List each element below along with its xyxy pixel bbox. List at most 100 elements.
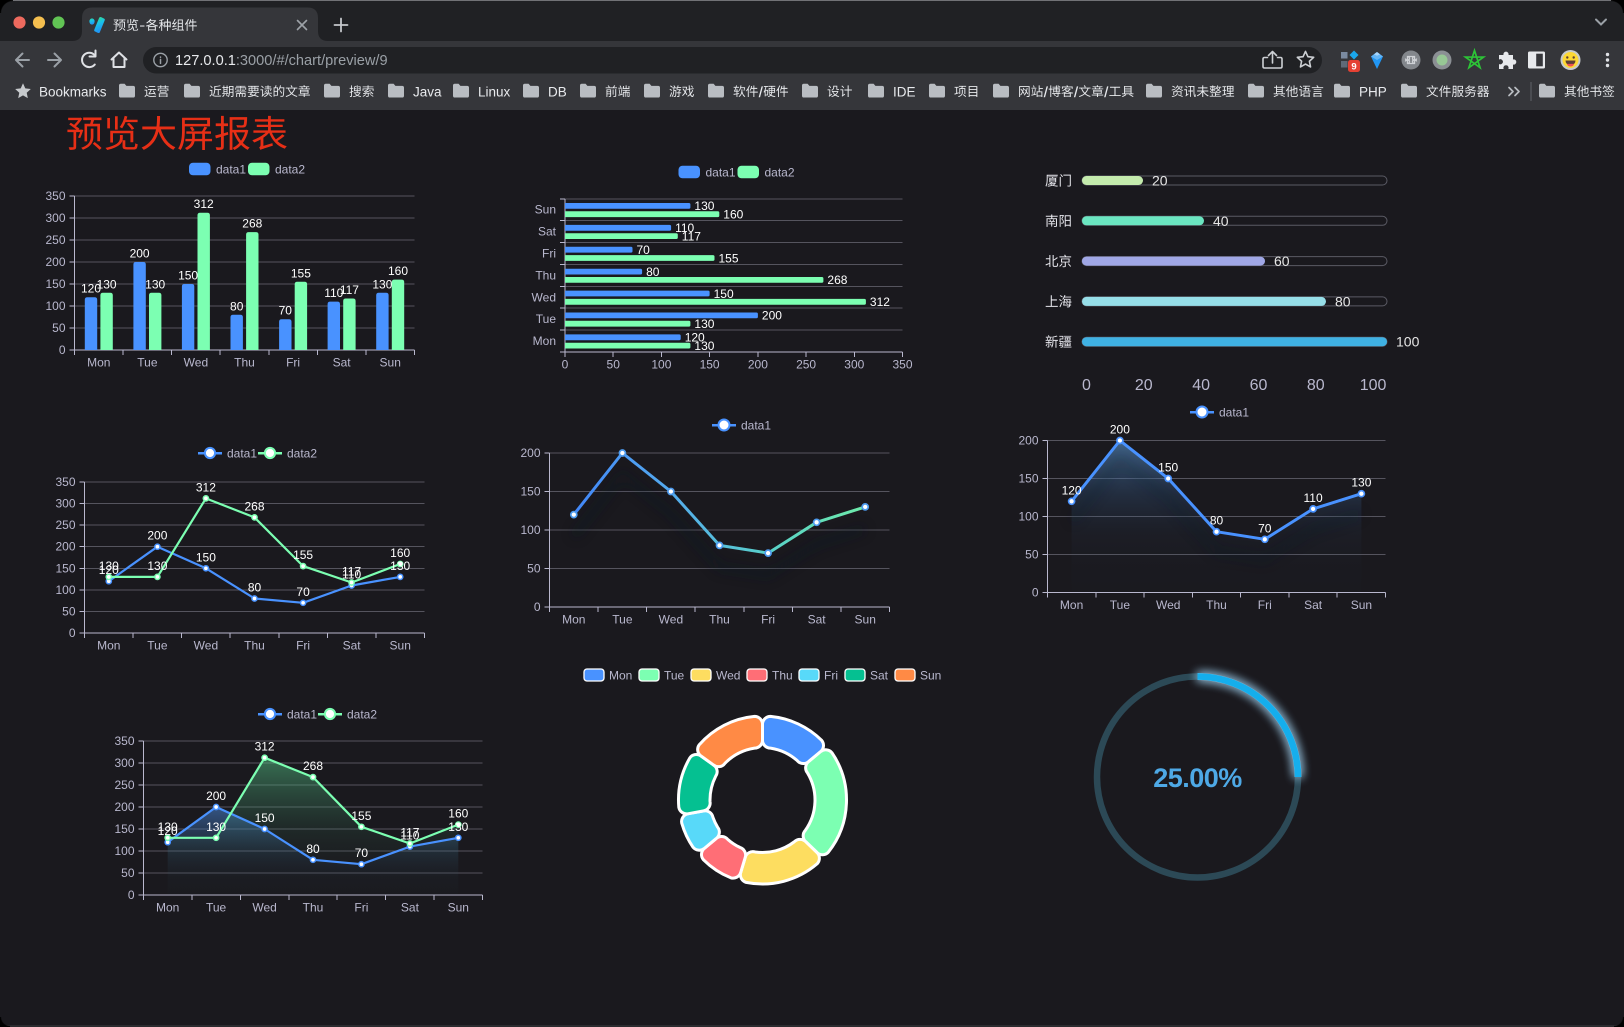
svg-text:Sat: Sat bbox=[538, 225, 557, 239]
svg-text:Fri: Fri bbox=[761, 613, 775, 627]
svg-text:Sat: Sat bbox=[870, 669, 889, 683]
svg-text:0: 0 bbox=[534, 600, 541, 614]
svg-text:Sun: Sun bbox=[855, 613, 876, 627]
svg-text:Thu: Thu bbox=[772, 669, 793, 683]
svg-text:250: 250 bbox=[796, 358, 816, 372]
svg-text:200: 200 bbox=[1110, 423, 1130, 437]
svg-text:200: 200 bbox=[114, 800, 134, 814]
svg-text:70: 70 bbox=[296, 585, 310, 599]
svg-text:200: 200 bbox=[45, 255, 65, 269]
svg-text:Linux: Linux bbox=[478, 84, 511, 99]
svg-text:Thu: Thu bbox=[1206, 598, 1227, 612]
svg-text:155: 155 bbox=[719, 251, 739, 265]
svg-text:130: 130 bbox=[97, 277, 117, 291]
svg-text:Sun: Sun bbox=[535, 203, 556, 217]
svg-text:130: 130 bbox=[145, 277, 165, 291]
svg-text:Mon: Mon bbox=[97, 639, 120, 653]
svg-text:80: 80 bbox=[1307, 377, 1325, 394]
svg-text:Tue: Tue bbox=[612, 613, 633, 627]
svg-text:40: 40 bbox=[1192, 377, 1210, 394]
svg-text:160: 160 bbox=[448, 807, 468, 821]
svg-text:312: 312 bbox=[194, 197, 214, 211]
svg-text:Tue: Tue bbox=[1110, 598, 1131, 612]
svg-text:200: 200 bbox=[748, 358, 768, 372]
svg-text:80: 80 bbox=[1335, 293, 1351, 309]
svg-text:100: 100 bbox=[1396, 334, 1420, 350]
svg-text:50: 50 bbox=[121, 866, 135, 880]
svg-text:80: 80 bbox=[306, 842, 320, 856]
svg-text:50: 50 bbox=[1025, 548, 1039, 562]
svg-text:data1: data1 bbox=[1219, 405, 1249, 419]
svg-text:Sun: Sun bbox=[448, 901, 469, 915]
svg-text:100: 100 bbox=[55, 583, 75, 597]
svg-text:155: 155 bbox=[291, 266, 311, 280]
svg-text:50: 50 bbox=[52, 321, 66, 335]
svg-text:Sun: Sun bbox=[920, 669, 941, 683]
svg-text:20: 20 bbox=[1135, 377, 1153, 394]
svg-text:110: 110 bbox=[324, 286, 343, 300]
svg-text:data2: data2 bbox=[765, 165, 795, 179]
svg-text:50: 50 bbox=[607, 358, 621, 372]
svg-text:110: 110 bbox=[675, 221, 694, 235]
svg-text:80: 80 bbox=[230, 299, 244, 313]
svg-text:Sun: Sun bbox=[1351, 598, 1372, 612]
svg-text:Wed: Wed bbox=[252, 901, 276, 915]
svg-text:350: 350 bbox=[114, 734, 134, 748]
svg-text:110: 110 bbox=[342, 568, 361, 582]
svg-text:Fri: Fri bbox=[286, 356, 300, 370]
svg-text:150: 150 bbox=[114, 822, 134, 836]
svg-text:70: 70 bbox=[355, 846, 369, 860]
svg-text:250: 250 bbox=[114, 778, 134, 792]
svg-text:Sun: Sun bbox=[380, 356, 401, 370]
svg-text:130: 130 bbox=[448, 820, 468, 834]
svg-text:350: 350 bbox=[892, 358, 912, 372]
svg-text:data1: data1 bbox=[287, 707, 317, 721]
svg-text:25.00%: 25.00% bbox=[1153, 763, 1242, 793]
svg-text:data1: data1 bbox=[741, 418, 771, 432]
svg-text:70: 70 bbox=[1258, 521, 1272, 535]
svg-text:160: 160 bbox=[390, 546, 410, 560]
svg-text:130: 130 bbox=[99, 559, 119, 573]
svg-text:Wed: Wed bbox=[194, 639, 218, 653]
svg-text:130: 130 bbox=[372, 277, 392, 291]
svg-text:268: 268 bbox=[827, 273, 847, 287]
svg-text:Wed: Wed bbox=[659, 613, 683, 627]
svg-text:350: 350 bbox=[45, 189, 65, 203]
svg-text:200: 200 bbox=[130, 247, 150, 261]
svg-text:Mon: Mon bbox=[533, 334, 556, 348]
svg-text:150: 150 bbox=[700, 358, 720, 372]
svg-text:117: 117 bbox=[340, 283, 359, 297]
svg-text:Fri: Fri bbox=[542, 247, 556, 261]
svg-text:200: 200 bbox=[1018, 434, 1038, 448]
svg-text:150: 150 bbox=[1018, 472, 1038, 486]
svg-text:110: 110 bbox=[1304, 491, 1323, 505]
svg-text:Sat: Sat bbox=[1304, 598, 1323, 612]
svg-text:20: 20 bbox=[1152, 173, 1168, 189]
svg-text:60: 60 bbox=[1250, 377, 1268, 394]
svg-text:80: 80 bbox=[248, 581, 262, 595]
svg-text:40: 40 bbox=[1213, 213, 1229, 229]
svg-text:Sat: Sat bbox=[333, 356, 352, 370]
svg-text:120: 120 bbox=[1062, 483, 1082, 497]
svg-text:Wed: Wed bbox=[532, 290, 556, 304]
svg-text:120: 120 bbox=[99, 563, 119, 577]
svg-text:250: 250 bbox=[55, 518, 75, 532]
svg-text:Mon: Mon bbox=[609, 669, 632, 683]
svg-text:80: 80 bbox=[646, 265, 660, 279]
svg-text:150: 150 bbox=[196, 550, 216, 564]
svg-text:Thu: Thu bbox=[535, 268, 556, 282]
svg-text:data2: data2 bbox=[347, 707, 377, 721]
svg-text:100: 100 bbox=[45, 299, 65, 313]
svg-text:Fri: Fri bbox=[1258, 598, 1272, 612]
svg-text:155: 155 bbox=[293, 548, 313, 562]
svg-text:Sat: Sat bbox=[343, 639, 362, 653]
svg-text:130: 130 bbox=[694, 339, 714, 353]
svg-text:120: 120 bbox=[685, 331, 705, 345]
svg-text:150: 150 bbox=[520, 485, 540, 499]
svg-text:350: 350 bbox=[55, 475, 75, 489]
svg-text:Mon: Mon bbox=[1060, 598, 1083, 612]
svg-text:data2: data2 bbox=[275, 162, 305, 176]
svg-text:IDE: IDE bbox=[893, 84, 916, 99]
svg-text:160: 160 bbox=[388, 264, 408, 278]
svg-text:127.0.0.1:3000/#/chart/preview: 127.0.0.1:3000/#/chart/preview/9 bbox=[175, 53, 388, 69]
